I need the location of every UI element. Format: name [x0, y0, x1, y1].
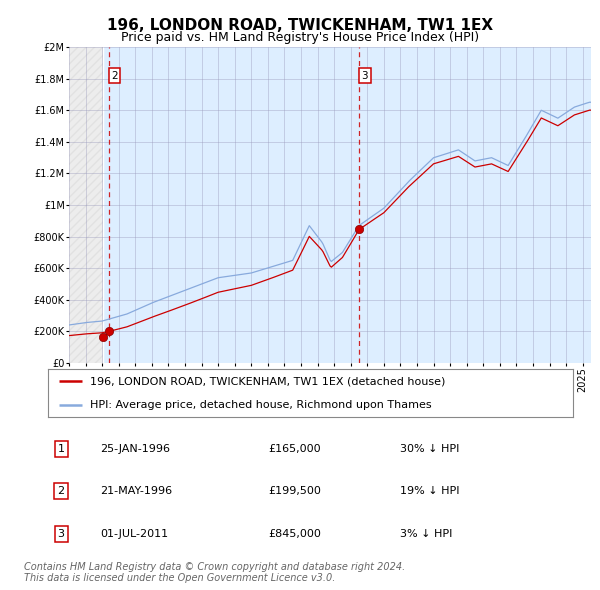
Text: 01-JUL-2011: 01-JUL-2011 [101, 529, 169, 539]
Text: 2: 2 [58, 486, 65, 496]
Text: 1: 1 [58, 444, 65, 454]
Text: 25-JAN-1996: 25-JAN-1996 [101, 444, 170, 454]
Text: HPI: Average price, detached house, Richmond upon Thames: HPI: Average price, detached house, Rich… [90, 399, 431, 409]
Text: £165,000: £165,000 [269, 444, 321, 454]
Text: Price paid vs. HM Land Registry's House Price Index (HPI): Price paid vs. HM Land Registry's House … [121, 31, 479, 44]
Text: 2: 2 [111, 71, 118, 81]
Text: £199,500: £199,500 [269, 486, 322, 496]
Text: 196, LONDON ROAD, TWICKENHAM, TW1 1EX (detached house): 196, LONDON ROAD, TWICKENHAM, TW1 1EX (d… [90, 376, 445, 386]
Text: £845,000: £845,000 [269, 529, 322, 539]
Text: 3% ↓ HPI: 3% ↓ HPI [400, 529, 452, 539]
Text: 196, LONDON ROAD, TWICKENHAM, TW1 1EX: 196, LONDON ROAD, TWICKENHAM, TW1 1EX [107, 18, 493, 32]
Text: 21-MAY-1996: 21-MAY-1996 [101, 486, 173, 496]
Bar [69, 47, 103, 363]
Text: 30% ↓ HPI: 30% ↓ HPI [400, 444, 459, 454]
Bar [69, 47, 103, 363]
Text: 3: 3 [58, 529, 65, 539]
Text: 19% ↓ HPI: 19% ↓ HPI [400, 486, 459, 496]
Text: 3: 3 [361, 71, 368, 81]
Text: Contains HM Land Registry data © Crown copyright and database right 2024.
This d: Contains HM Land Registry data © Crown c… [24, 562, 405, 584]
